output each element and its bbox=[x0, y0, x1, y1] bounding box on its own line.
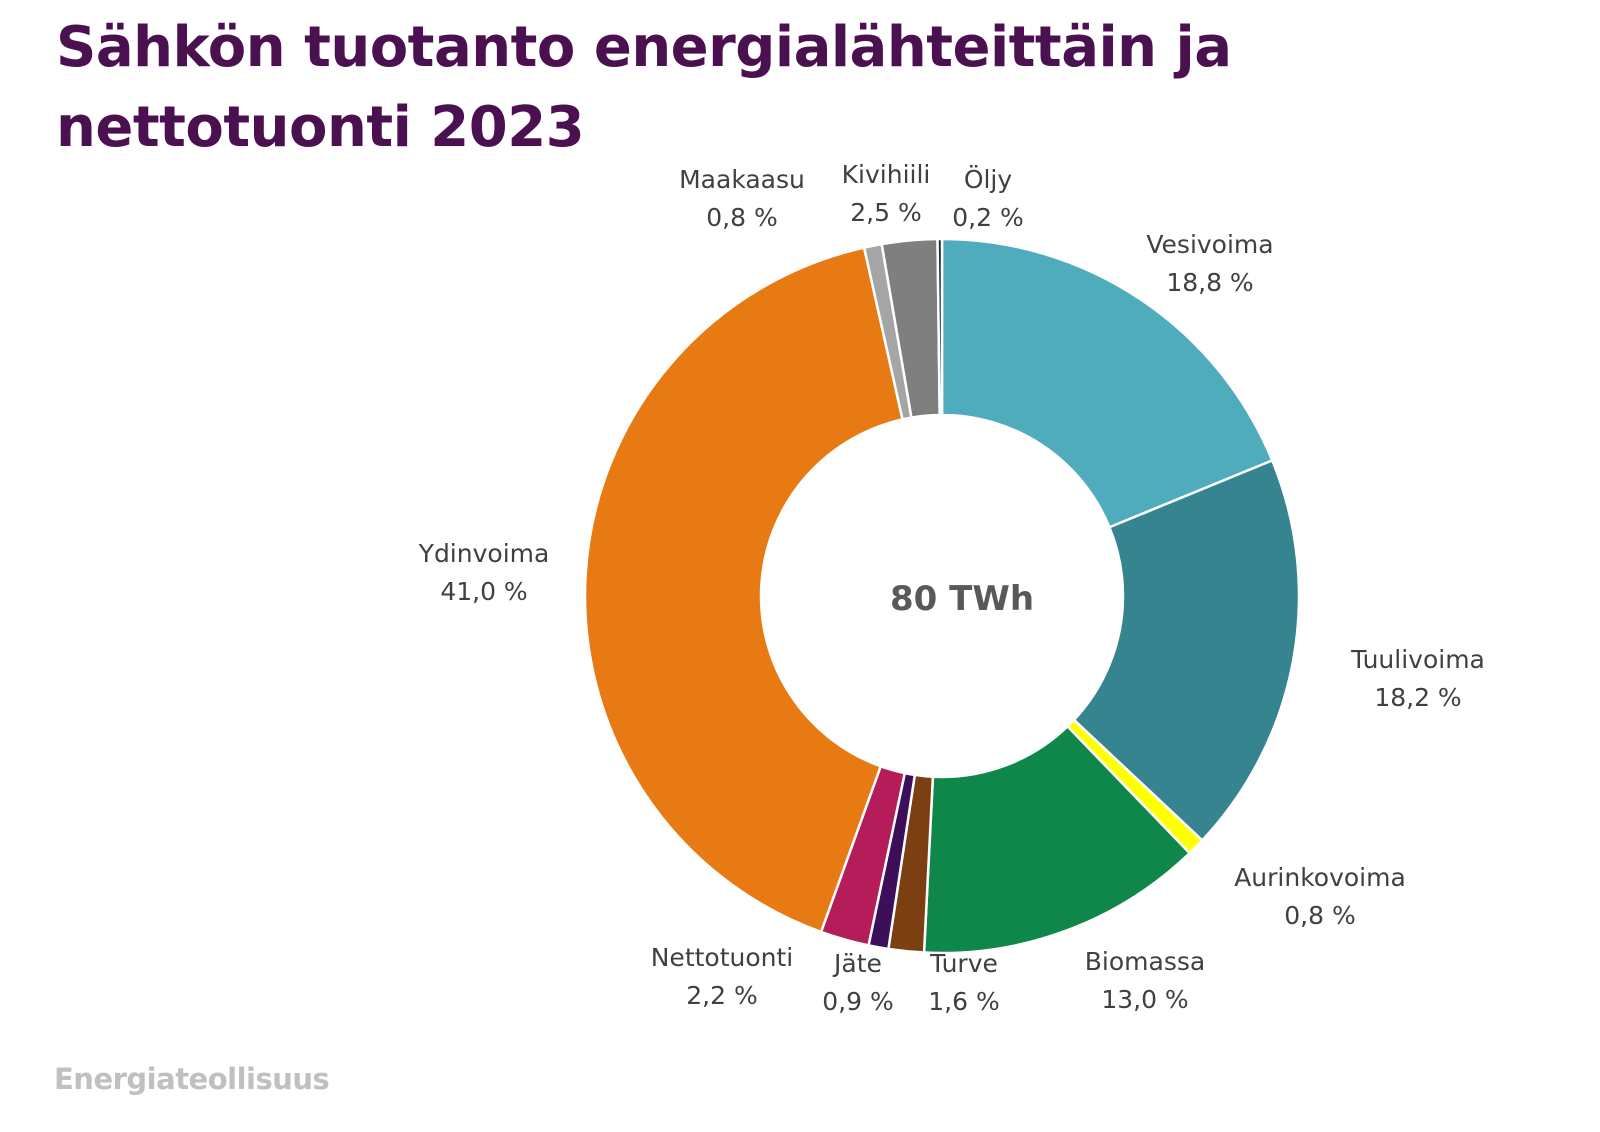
label-name-jate: Jäte bbox=[832, 949, 882, 978]
chart-title-line-1: Sähkön tuotanto energialähteittäin ja bbox=[56, 15, 1232, 80]
label-oljy: Öljy 0,2 % bbox=[952, 165, 1023, 232]
label-name-nettotuonti: Nettotuonti bbox=[651, 943, 794, 972]
slice-biomassa bbox=[922, 724, 1192, 955]
label-nettotuonti: Nettotuonti 2,2 % bbox=[651, 943, 794, 1010]
label-name-ydinvoima: Ydinvoima bbox=[418, 539, 550, 568]
label-value-nettotuonti: 2,2 % bbox=[686, 981, 757, 1010]
label-value-aurinkovoima: 0,8 % bbox=[1284, 901, 1355, 930]
chart-title: Sähkön tuotanto energialähteittäin ja ne… bbox=[56, 8, 1456, 168]
label-value-ydinvoima: 41,0 % bbox=[440, 577, 527, 606]
chart-title-line-2: nettotuonti 2023 bbox=[56, 95, 585, 160]
slice-oljy bbox=[936, 237, 944, 417]
label-value-oljy: 0,2 % bbox=[952, 203, 1023, 232]
label-value-turve: 1,6 % bbox=[928, 987, 999, 1016]
energiateollisuus-logo: Energiateollisuus bbox=[54, 1062, 330, 1096]
label-value-maakaasu: 0,8 % bbox=[706, 203, 777, 232]
label-value-tuulivoima: 18,2 % bbox=[1374, 683, 1461, 712]
label-maakaasu: Maakaasu 0,8 % bbox=[679, 165, 805, 232]
center-total-label: 80 TWh bbox=[890, 579, 1034, 619]
label-name-oljy: Öljy bbox=[964, 165, 1013, 194]
label-biomassa: Biomassa 13,0 % bbox=[1085, 947, 1205, 1014]
slice-labels: Vesivoima 18,8 % Tuulivoima 18,2 % Aurinkovo… bbox=[418, 160, 1485, 1016]
label-turve: Turve 1,6 % bbox=[928, 949, 999, 1016]
label-value-kivihiili: 2,5 % bbox=[850, 198, 921, 227]
label-name-maakaasu: Maakaasu bbox=[679, 165, 805, 194]
slice-vesivoima bbox=[940, 237, 1274, 529]
label-name-turve: Turve bbox=[929, 949, 998, 978]
slice-tuulivoima bbox=[1072, 458, 1301, 843]
label-name-biomassa: Biomassa bbox=[1085, 947, 1205, 976]
label-ydinvoima: Ydinvoima 41,0 % bbox=[418, 539, 550, 606]
label-value-biomassa: 13,0 % bbox=[1101, 985, 1188, 1014]
label-name-vesivoima: Vesivoima bbox=[1146, 230, 1273, 259]
label-name-tuulivoima: Tuulivoima bbox=[1350, 645, 1485, 674]
label-value-jate: 0,9 % bbox=[822, 987, 893, 1016]
label-name-kivihiili: Kivihiili bbox=[842, 160, 931, 189]
label-jate: Jäte 0,9 % bbox=[822, 949, 893, 1016]
label-tuulivoima: Tuulivoima 18,2 % bbox=[1350, 645, 1485, 712]
label-value-vesivoima: 18,8 % bbox=[1166, 268, 1253, 297]
donut-slices bbox=[583, 237, 1301, 955]
slice-ydinvoima bbox=[583, 246, 905, 934]
label-name-aurinkovoima: Aurinkovoima bbox=[1234, 863, 1406, 892]
label-aurinkovoima: Aurinkovoima 0,8 % bbox=[1234, 863, 1406, 930]
label-kivihiili: Kivihiili 2,5 % bbox=[842, 160, 931, 227]
label-vesivoima: Vesivoima 18,8 % bbox=[1146, 230, 1273, 297]
